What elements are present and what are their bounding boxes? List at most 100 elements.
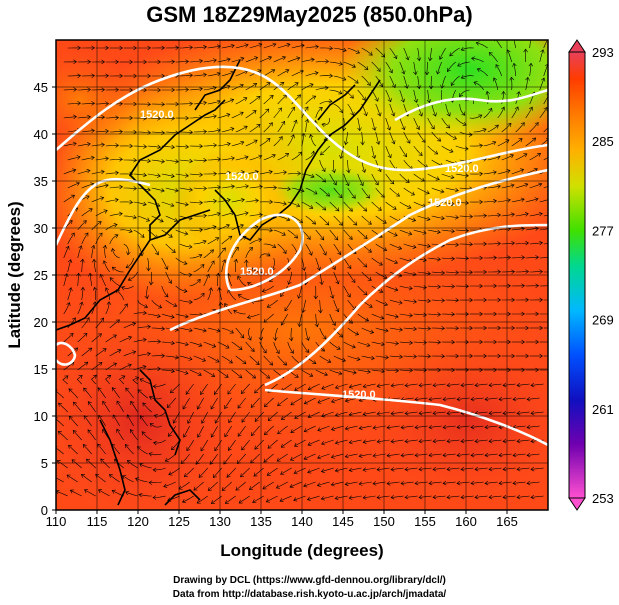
streamline xyxy=(105,145,119,147)
streamline-arrowhead xyxy=(507,367,512,373)
streamline-arrowhead xyxy=(253,139,258,144)
streamline-arrowhead xyxy=(313,295,319,300)
streamline xyxy=(207,186,221,189)
streamline xyxy=(428,453,442,456)
streamline-arrowhead xyxy=(473,81,478,86)
streamline xyxy=(357,369,371,373)
streamline xyxy=(294,411,306,419)
streamline-arrowhead xyxy=(422,257,427,263)
streamline-arrowhead xyxy=(159,218,164,223)
streamline-arrowhead xyxy=(214,390,218,395)
streamline xyxy=(530,383,544,386)
streamline xyxy=(441,229,455,232)
streamline-arrowhead xyxy=(202,328,207,333)
streamline xyxy=(301,257,305,271)
streamline-arrowhead xyxy=(368,51,373,56)
streamline xyxy=(389,47,397,59)
streamline-arrowhead xyxy=(471,56,475,61)
streamline-arrowhead xyxy=(446,382,451,388)
streamline xyxy=(512,397,526,400)
streamline-arrowhead xyxy=(390,467,395,472)
streamline xyxy=(277,187,291,190)
streamline-arrowhead xyxy=(200,292,205,297)
streamline-arrowhead xyxy=(243,97,248,102)
streamline xyxy=(66,474,78,483)
streamline-arrowhead xyxy=(309,373,314,377)
streamline-arrowhead xyxy=(216,44,221,49)
streamline xyxy=(207,237,219,245)
streamline xyxy=(375,187,385,198)
streamline xyxy=(291,94,301,105)
streamline-arrowhead xyxy=(88,208,93,213)
streamline-arrowhead xyxy=(77,45,82,51)
streamline-arrowhead xyxy=(520,122,525,127)
streamline xyxy=(439,47,446,60)
streamline xyxy=(445,243,459,246)
streamline xyxy=(109,234,119,245)
streamline xyxy=(193,264,205,273)
streamline xyxy=(501,123,512,133)
streamline xyxy=(371,229,383,238)
streamline xyxy=(217,273,219,287)
streamline-arrowhead xyxy=(87,401,92,406)
streamline-arrowhead xyxy=(119,45,124,51)
streamline xyxy=(349,439,362,443)
streamline-arrowhead xyxy=(338,371,343,376)
streamline-arrowhead xyxy=(376,495,381,500)
streamline xyxy=(153,467,166,471)
streamline xyxy=(179,159,193,162)
streamline-arrowhead xyxy=(147,101,152,107)
streamline-arrowhead xyxy=(303,428,308,433)
streamline-arrowhead xyxy=(345,182,350,187)
streamline xyxy=(259,56,272,63)
streamline xyxy=(153,383,166,387)
streamline xyxy=(543,271,548,273)
streamline xyxy=(287,57,300,63)
streamline xyxy=(175,369,189,374)
streamline-arrowhead xyxy=(404,383,409,388)
streamline xyxy=(67,259,72,273)
streamline xyxy=(399,61,405,75)
streamline-arrowhead xyxy=(334,495,339,501)
streamline xyxy=(165,131,179,134)
streamline xyxy=(83,387,92,399)
streamline xyxy=(97,387,106,399)
streamline xyxy=(182,495,194,503)
streamline-arrowhead xyxy=(233,309,238,314)
streamline xyxy=(543,157,548,161)
streamline-arrowhead xyxy=(119,157,124,162)
streamline xyxy=(347,75,359,84)
streamline xyxy=(333,327,343,338)
streamline xyxy=(189,279,201,287)
streamline xyxy=(343,201,353,212)
streamline-arrowhead xyxy=(90,155,95,161)
streamline-arrowhead xyxy=(200,264,205,269)
streamline-arrowhead xyxy=(238,374,243,379)
streamline-arrowhead xyxy=(223,460,228,465)
streamline-arrowhead xyxy=(244,184,249,189)
streamline xyxy=(241,383,250,394)
streamline xyxy=(125,257,134,268)
streamline xyxy=(228,273,232,287)
streamline xyxy=(385,285,398,291)
streamline xyxy=(333,103,343,113)
streamline-arrowhead xyxy=(90,244,96,249)
streamline-arrowhead xyxy=(535,367,540,373)
streamline-arrowhead xyxy=(164,265,169,270)
streamline-arrowhead xyxy=(418,466,423,472)
streamline-arrowhead xyxy=(495,64,500,69)
streamline xyxy=(77,245,82,259)
streamline xyxy=(224,397,232,409)
streamline-arrowhead xyxy=(238,346,243,350)
streamline xyxy=(193,46,207,49)
colorbar-tick-label: 285 xyxy=(592,134,614,149)
streamline xyxy=(290,425,302,433)
streamline-arrowhead xyxy=(84,232,89,237)
streamline-arrowhead xyxy=(148,281,154,286)
streamline xyxy=(133,145,147,148)
streamline-arrowhead xyxy=(311,150,316,155)
streamline-arrowhead xyxy=(317,399,322,404)
streamline-arrowhead xyxy=(493,255,498,261)
streamline-arrowhead xyxy=(488,410,493,416)
streamline xyxy=(455,173,469,177)
